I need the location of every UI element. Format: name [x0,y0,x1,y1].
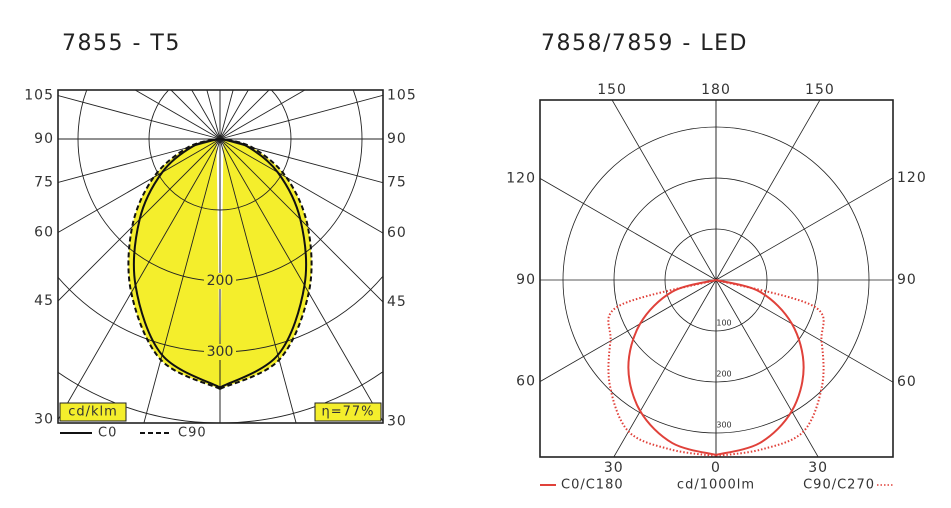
plot-area [58,90,383,423]
grid-ray [715,279,819,457]
r-tick-label: 300 [716,421,731,430]
angle-tick-label: 30 [604,460,624,476]
series-line [607,279,717,457]
angle-tick-label: 90 [387,131,407,147]
grid-ray [58,95,221,140]
grid-ray [715,279,893,383]
grid-ray [170,90,221,140]
series-line [627,279,717,456]
plot-area [540,100,893,457]
r-tick-label: 200 [716,370,731,379]
unit-label: η=77% [321,405,374,420]
series-fill [128,139,220,389]
angle-tick-label: 60 [34,225,54,241]
angle-tick-label: 45 [34,293,54,309]
r-tick-label: 300 [207,344,234,360]
angle-tick-label: 75 [387,175,407,191]
legend-label: C0/C180 [561,478,624,493]
angle-tick-label: 60 [897,374,917,390]
grid-ray [219,90,249,140]
grid-ray [715,100,821,281]
tick-label-bg [204,344,236,360]
grid-ray [58,138,221,420]
grid-ray [206,90,221,140]
grid-ray [143,138,221,423]
plot-frame [539,99,894,458]
angle-tick-label: 90 [516,272,536,288]
angle-tick-label: 105 [24,88,54,104]
legend-label: C90/C270 [803,478,875,493]
angle-tick-label: 180 [701,82,731,98]
grid-ray [219,138,297,423]
angle-tick-label: 120 [897,170,927,186]
grid-ray [219,90,270,140]
chart-title: 7855 - T5 [62,31,181,56]
r-tick-label: 200 [207,273,234,289]
grid-ray [540,279,717,382]
legend-label: C90 [178,426,207,441]
angle-tick-label: 150 [805,82,835,98]
grid-ray [715,177,893,281]
grid-ray [219,138,383,234]
chart-title: 7858/7859 - LED [541,31,748,56]
series-line [219,138,308,389]
grid-ray [191,90,221,140]
plot-frame [57,89,384,424]
angle-tick-label: 120 [506,170,536,186]
r-tick-label: 100 [716,319,731,328]
grid-ray [219,90,234,140]
angle-tick-label: 60 [516,374,536,390]
angle-tick-label: 45 [387,294,407,310]
angle-tick-label: 90 [34,131,54,147]
series-line [219,138,313,390]
unit-label: cd/1000lm [677,478,755,493]
angle-tick-label: 0 [711,460,721,476]
angle-tick-label: 105 [387,87,417,103]
grid-ray [134,90,221,140]
label-box [59,402,127,422]
grid-ray [613,279,717,457]
angle-tick-label: 75 [34,174,54,190]
angle-tick-label: 60 [387,225,407,241]
series-line [132,138,221,389]
angle-tick-label: 30 [34,412,54,428]
tick-label-bg [204,273,236,289]
grid-ray [58,138,221,233]
legend-label: C0 [98,426,117,441]
grid-ray [219,94,383,140]
grid-ray [611,100,717,281]
grid-ray [219,90,306,140]
angle-tick-label: 90 [897,272,917,288]
grid-ray [540,178,717,281]
angle-tick-label: 30 [387,413,407,429]
series-line [715,279,825,457]
label-box [314,402,382,422]
unit-label: cd/klm [68,405,118,420]
series-line [127,138,221,390]
grid-ray [219,138,383,422]
angle-tick-label: 30 [808,460,828,476]
series-line [715,279,805,456]
series-fill [220,139,312,389]
angle-tick-label: 150 [597,82,627,98]
